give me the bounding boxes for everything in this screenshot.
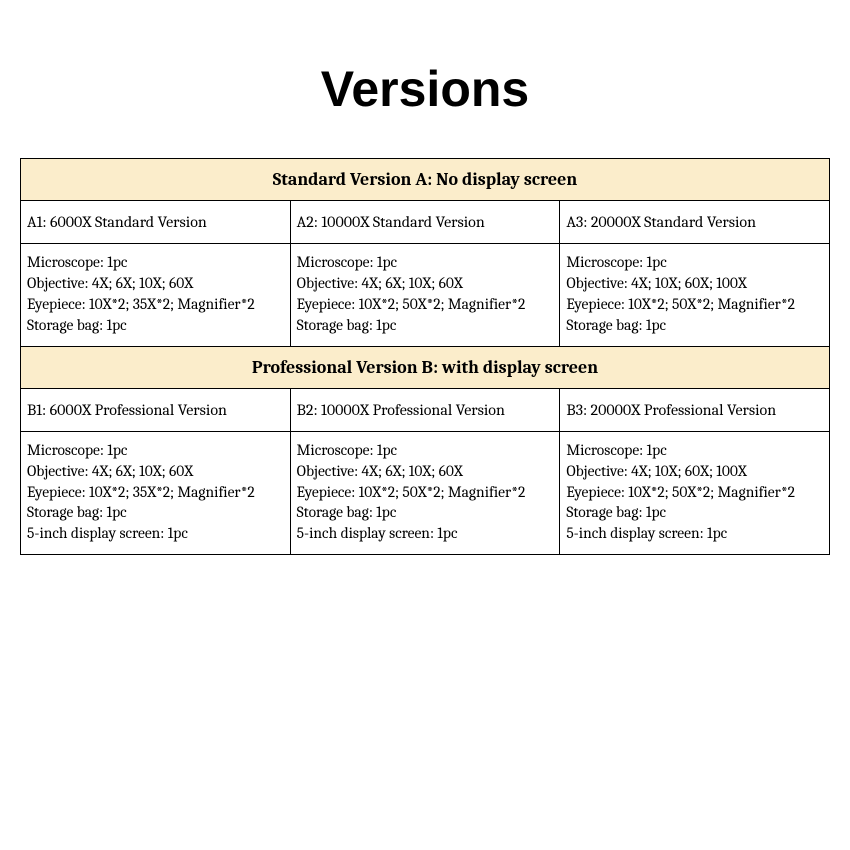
variant-name-b1: B1: 6000X Professional Version (21, 388, 291, 431)
variant-spec-a2: Microscope: 1pc Objective: 4X; 6X; 10X; … (290, 244, 560, 347)
variant-spec-b1: Microscope: 1pc Objective: 4X; 6X; 10X; … (21, 431, 291, 555)
variant-spec-a3: Microscope: 1pc Objective: 4X; 10X; 60X;… (560, 244, 830, 347)
variant-name-a2: A2: 10000X Standard Version (290, 201, 560, 244)
section-header-b: Professional Version B: with display scr… (21, 346, 830, 388)
section-header-a: Standard Version A: No display screen (21, 159, 830, 201)
variant-name-a3: A3: 20000X Standard Version (560, 201, 830, 244)
variant-spec-b3: Microscope: 1pc Objective: 4X; 10X; 60X;… (560, 431, 830, 555)
variant-name-a1: A1: 6000X Standard Version (21, 201, 291, 244)
variant-name-b3: B3: 20000X Professional Version (560, 388, 830, 431)
page-container: Versions Standard Version A: No display … (0, 0, 850, 555)
variant-spec-b2: Microscope: 1pc Objective: 4X; 6X; 10X; … (290, 431, 560, 555)
variant-name-b2: B2: 10000X Professional Version (290, 388, 560, 431)
variant-spec-a1: Microscope: 1pc Objective: 4X; 6X; 10X; … (21, 244, 291, 347)
page-title: Versions (20, 60, 830, 118)
versions-table: Standard Version A: No display screen A1… (20, 158, 830, 555)
